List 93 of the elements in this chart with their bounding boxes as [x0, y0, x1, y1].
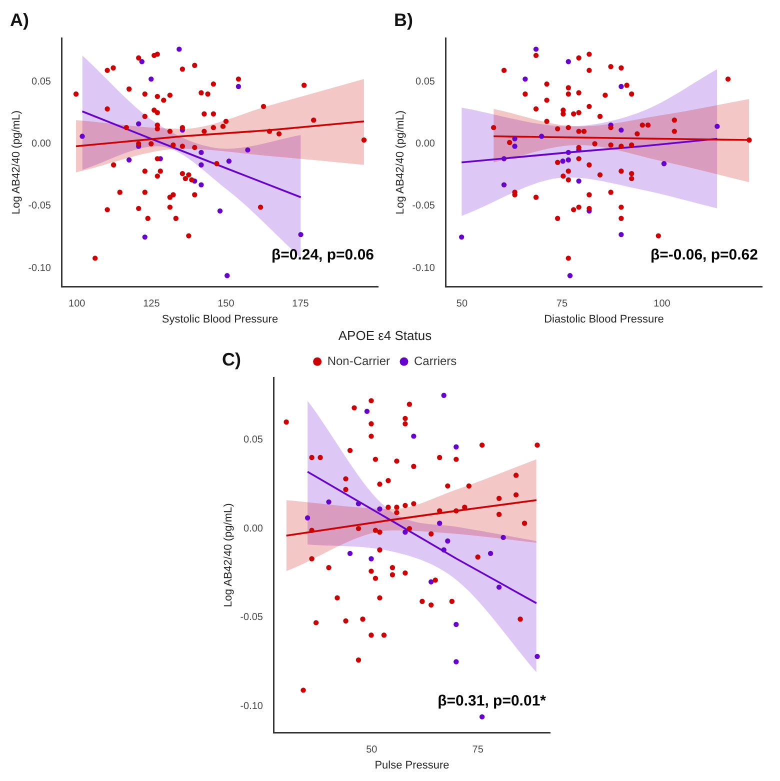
y-tick-label: -0.05: [240, 612, 264, 624]
point: [488, 550, 494, 556]
y-tick-label: 0.00: [32, 138, 52, 150]
point: [428, 579, 434, 584]
y-axis-title: Log AB42/40 (pg/mL): [10, 110, 23, 214]
y-tick-label: 0.00: [416, 138, 436, 150]
chart-title: A): [10, 10, 29, 30]
point: [567, 273, 573, 278]
y-tick-label: 0.05: [244, 434, 264, 446]
point: [80, 134, 85, 139]
point: [501, 182, 507, 188]
point: [501, 156, 507, 162]
point: [198, 162, 204, 168]
y-tick-label: 0.00: [244, 523, 264, 534]
point: [576, 178, 582, 184]
point: [618, 84, 624, 90]
chart-title: C): [222, 350, 241, 370]
x-axis-title: Diastolic Blood Pressure: [544, 313, 664, 326]
point: [454, 444, 459, 450]
x-tick-label: 150: [218, 298, 235, 310]
point: [445, 538, 450, 544]
point: [236, 84, 242, 90]
point: [533, 46, 539, 52]
y-tick-label: -0.10: [412, 262, 436, 274]
point: [538, 134, 544, 139]
point: [136, 121, 142, 126]
annotation: β=-0.06, p=0.62: [650, 246, 758, 264]
y-tick-label: 0.05: [416, 76, 436, 88]
point: [479, 714, 485, 720]
point: [402, 530, 408, 535]
point: [454, 622, 459, 628]
point: [304, 515, 310, 521]
point: [436, 520, 442, 526]
point: [441, 392, 446, 398]
point: [500, 534, 506, 540]
annotation: β=0.24, p=0.06: [271, 246, 374, 264]
point: [298, 232, 304, 238]
point: [458, 234, 464, 240]
point: [522, 76, 528, 82]
point: [512, 136, 518, 142]
point: [411, 434, 416, 439]
point: [126, 157, 132, 163]
point: [198, 182, 204, 188]
y-tick-label: -0.10: [240, 700, 264, 712]
x-tick-label: 50: [366, 744, 378, 756]
legend-title: APOE ε4 Status: [338, 328, 432, 344]
point: [217, 208, 223, 214]
point: [534, 654, 540, 660]
point: [224, 273, 230, 278]
x-axis-title: Pulse Pressure: [374, 759, 450, 772]
point: [142, 234, 148, 240]
point: [364, 408, 370, 414]
x-tick-label: 100: [68, 298, 86, 310]
point: [368, 556, 374, 562]
point: [198, 150, 204, 156]
point: [618, 127, 624, 133]
point: [176, 46, 182, 52]
point: [566, 150, 571, 156]
y-tick-label: -0.05: [28, 200, 52, 212]
point: [441, 547, 446, 552]
x-tick-label: 75: [472, 744, 484, 756]
point: [454, 659, 459, 664]
point: [139, 59, 144, 64]
x-axis-title: Systolic Blood Pressure: [162, 313, 278, 326]
point: [226, 158, 232, 164]
legend-label: Carriers: [414, 354, 457, 368]
point: [326, 499, 332, 505]
chart-title: B): [394, 10, 413, 30]
x-tick-label: 50: [456, 298, 468, 310]
annotation: β=0.31, p=0.01*: [438, 692, 546, 710]
y-tick-label: 0.05: [32, 76, 52, 88]
point: [661, 161, 667, 166]
point: [566, 157, 571, 163]
legend-label: Non-Carrier: [327, 354, 390, 368]
point: [148, 76, 154, 82]
x-tick-label: 175: [292, 298, 310, 310]
y-axis-title: Log AB42/40 (pg/mL): [394, 110, 407, 214]
point: [496, 584, 502, 590]
point: [566, 59, 571, 64]
x-tick-label: 100: [654, 298, 671, 310]
point: [512, 144, 518, 149]
point: [347, 550, 353, 556]
y-tick-label: -0.10: [28, 262, 52, 274]
y-tick-label: -0.05: [412, 200, 436, 212]
point: [618, 232, 624, 238]
point: [377, 506, 382, 512]
x-tick-label: 125: [143, 298, 160, 310]
point: [560, 158, 566, 164]
point: [245, 147, 250, 153]
point: [714, 124, 720, 129]
point: [356, 501, 362, 506]
x-tick-label: 75: [556, 298, 568, 310]
y-axis-title: Log AB42/40 (pg/mL): [222, 503, 235, 608]
